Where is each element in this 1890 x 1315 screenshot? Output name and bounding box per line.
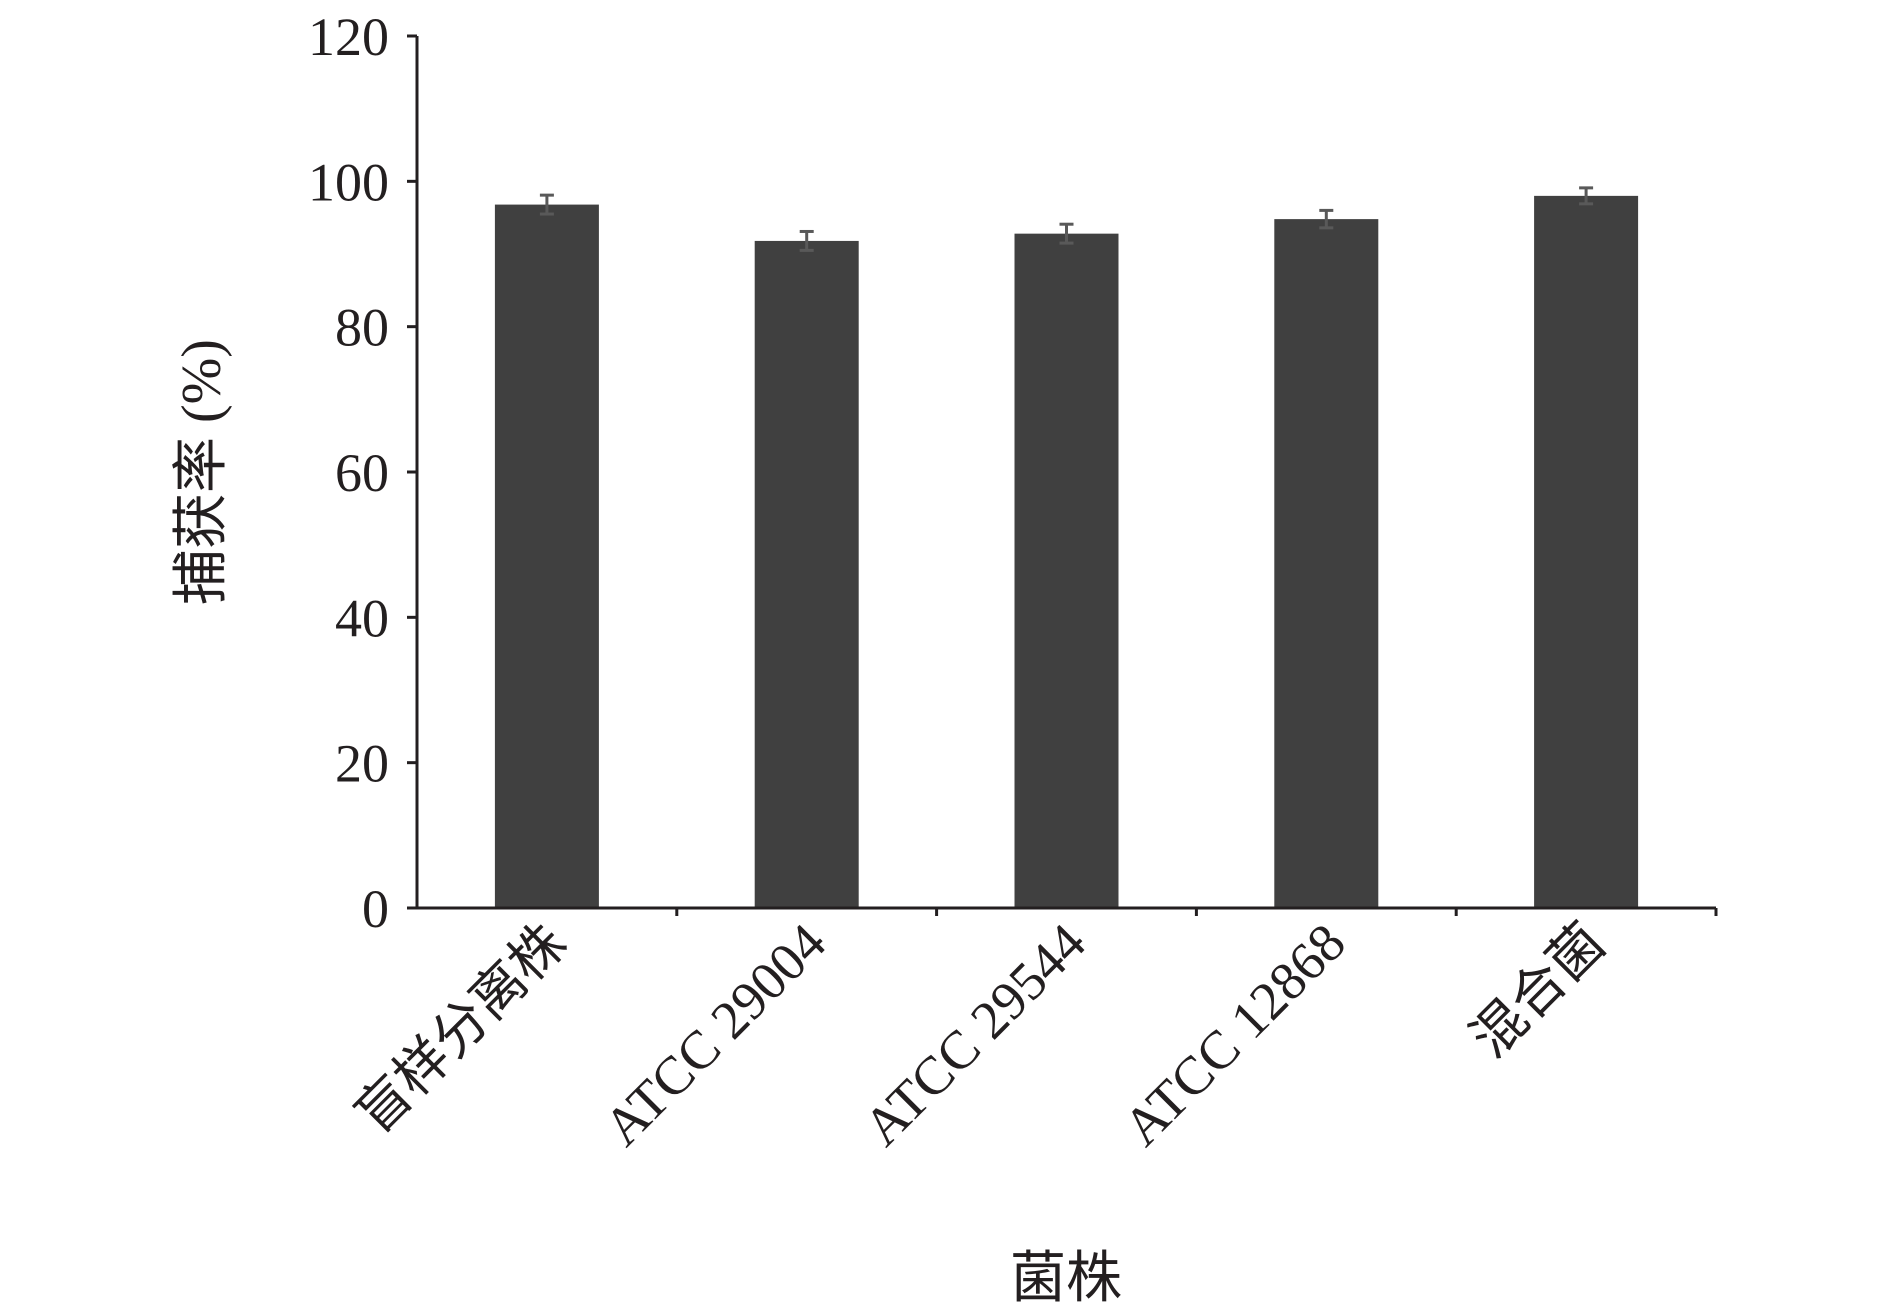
bar (1014, 233, 1119, 909)
y-tick-label: 60 (335, 443, 389, 503)
bars-layer (494, 195, 1639, 909)
error-bar (1059, 222, 1074, 245)
x-tick-label: ATCC 29004 (592, 912, 837, 1157)
error-bar (539, 193, 554, 216)
y-tick-label: 80 (335, 298, 389, 358)
error-bar (1319, 208, 1334, 230)
y-axis-title: 捕获率 (%) (171, 339, 233, 605)
y-tick-label: 100 (308, 152, 389, 212)
axes-layer (407, 34, 1718, 916)
error-bar (1579, 186, 1594, 206)
x-tick-label: ATCC 12868 (1112, 912, 1357, 1157)
y-tick-label: 0 (362, 879, 389, 939)
bar (1274, 219, 1379, 908)
x-axis-title: 菌株 (1010, 1248, 1122, 1310)
error-bars-layer (539, 186, 1594, 252)
x-tick-label: 混合菌 (1460, 912, 1617, 1069)
y-tick-label: 40 (335, 588, 389, 648)
y-tick-label: 120 (308, 7, 389, 67)
y-tick-label: 20 (335, 734, 389, 794)
bar (494, 204, 599, 908)
bar (1534, 195, 1639, 908)
bar (754, 240, 859, 909)
error-bar (799, 229, 814, 252)
x-tick-label: 盲样分离株 (344, 912, 577, 1145)
x-tick-label: ATCC 29544 (852, 912, 1097, 1157)
